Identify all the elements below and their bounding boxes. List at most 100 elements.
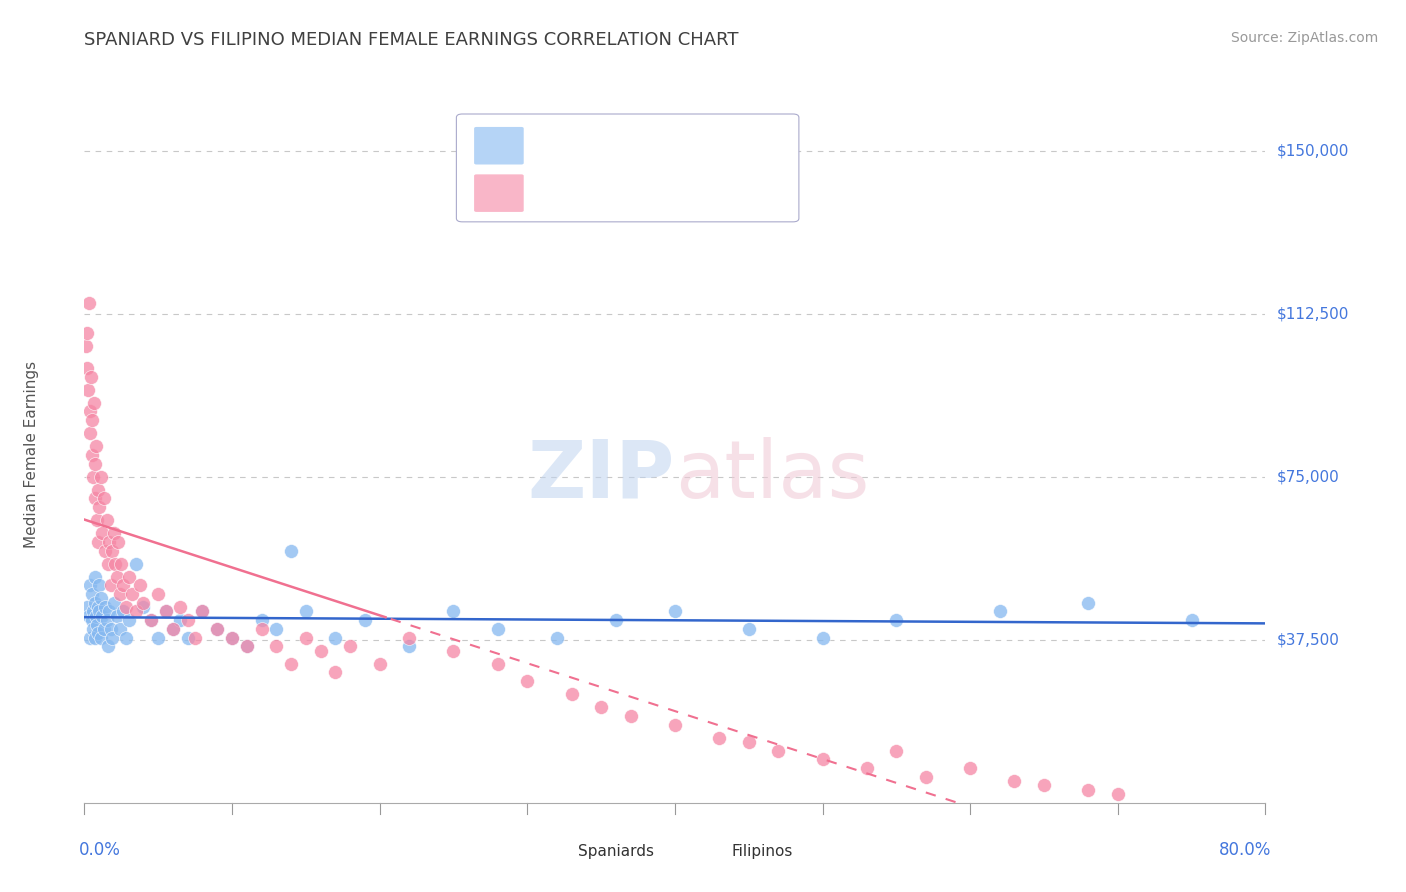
Point <box>295 631 318 645</box>
Point <box>323 631 347 645</box>
Point <box>132 600 155 615</box>
Point <box>886 744 908 758</box>
Point <box>82 469 104 483</box>
Point <box>80 369 103 384</box>
Point <box>77 383 100 397</box>
Text: Median Female Earnings: Median Female Earnings <box>24 361 39 549</box>
Point <box>84 439 107 453</box>
Point <box>560 687 583 701</box>
Point <box>709 731 731 745</box>
Point <box>605 613 627 627</box>
Point <box>100 578 122 592</box>
Point <box>94 543 117 558</box>
Text: $112,500: $112,500 <box>1277 306 1348 321</box>
Point <box>83 457 105 471</box>
Point <box>235 639 259 653</box>
Point <box>114 600 136 615</box>
Point <box>90 591 112 606</box>
Point <box>76 600 98 615</box>
Point <box>738 622 761 636</box>
Point <box>77 295 100 310</box>
Point <box>86 483 108 497</box>
Point <box>79 631 101 645</box>
Text: $150,000: $150,000 <box>1277 143 1348 158</box>
Point <box>76 361 98 376</box>
Point <box>103 526 125 541</box>
Point <box>915 770 938 784</box>
Point <box>87 500 111 514</box>
Point <box>139 613 162 627</box>
Text: Source: ZipAtlas.com: Source: ZipAtlas.com <box>1230 31 1378 45</box>
Point <box>988 605 1011 619</box>
Point <box>169 600 191 615</box>
Point <box>86 626 108 640</box>
Point <box>221 631 243 645</box>
Point <box>111 605 134 619</box>
Point <box>83 570 105 584</box>
Point <box>738 735 761 749</box>
Point <box>1107 787 1129 801</box>
Point <box>205 622 228 636</box>
Point <box>84 491 107 506</box>
Point <box>96 513 118 527</box>
Point <box>155 605 177 619</box>
Point <box>132 596 155 610</box>
Point <box>811 631 834 645</box>
Point <box>169 613 191 627</box>
Point <box>82 448 104 462</box>
Point <box>87 535 110 549</box>
Point <box>101 543 124 558</box>
Point <box>114 631 136 645</box>
Point <box>148 631 170 645</box>
Point <box>486 622 509 636</box>
Point <box>105 570 128 584</box>
Point <box>250 622 273 636</box>
Point <box>98 605 121 619</box>
Point <box>1032 778 1054 793</box>
Point <box>221 631 243 645</box>
Point <box>619 708 641 723</box>
FancyBboxPatch shape <box>685 838 727 865</box>
Text: atlas: atlas <box>675 437 869 515</box>
Point <box>139 613 162 627</box>
Point <box>82 622 104 636</box>
Point <box>280 657 302 671</box>
Point <box>103 596 125 610</box>
Point <box>96 613 118 627</box>
Point <box>1077 596 1099 610</box>
Point <box>205 622 228 636</box>
Point <box>280 543 302 558</box>
Point <box>886 613 908 627</box>
Point <box>111 578 134 592</box>
Text: 80.0%: 80.0% <box>1219 841 1271 859</box>
Point <box>83 631 105 645</box>
Point <box>100 622 122 636</box>
Point <box>80 587 103 601</box>
FancyBboxPatch shape <box>474 174 523 212</box>
Text: Spaniards: Spaniards <box>578 844 654 859</box>
Point <box>94 600 117 615</box>
Point <box>664 717 686 731</box>
Point <box>148 587 170 601</box>
Point <box>86 617 108 632</box>
Point <box>235 639 259 653</box>
FancyBboxPatch shape <box>474 127 523 164</box>
Point <box>177 613 200 627</box>
Text: $75,000: $75,000 <box>1277 469 1340 484</box>
Point <box>75 339 97 353</box>
Point <box>1077 782 1099 797</box>
Point <box>105 608 128 623</box>
Point <box>516 674 538 689</box>
Point <box>84 608 107 623</box>
Point <box>83 396 105 410</box>
Text: SPANIARD VS FILIPINO MEDIAN FEMALE EARNINGS CORRELATION CHART: SPANIARD VS FILIPINO MEDIAN FEMALE EARNI… <box>84 31 740 49</box>
Point <box>125 557 148 571</box>
Point <box>91 526 114 541</box>
Point <box>1180 613 1202 627</box>
Text: $37,500: $37,500 <box>1277 632 1340 648</box>
Point <box>264 622 288 636</box>
Point <box>80 613 103 627</box>
Point <box>86 513 108 527</box>
Point <box>87 605 111 619</box>
Point <box>97 557 120 571</box>
